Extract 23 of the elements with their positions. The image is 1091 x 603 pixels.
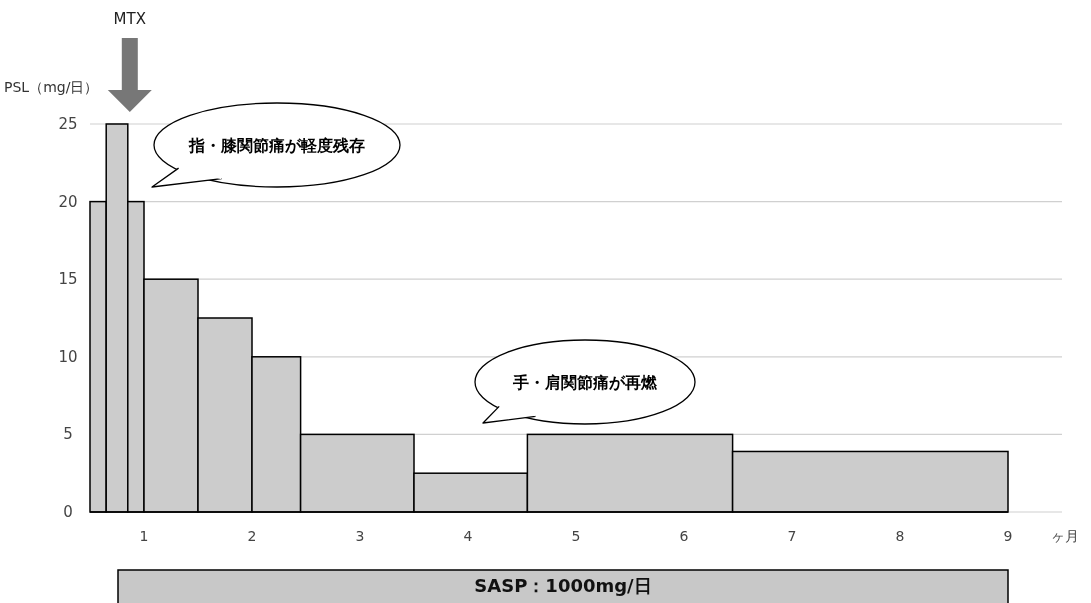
x-tick-label: 5 [571, 528, 581, 544]
x-tick-label: 6 [679, 528, 689, 544]
x-tick-label: 1 [139, 528, 149, 544]
x-tick-label: 3 [355, 528, 365, 544]
x-axis-title: ヶ月 [1051, 528, 1079, 544]
callout: 手・肩関節痛が再燃 [474, 339, 696, 425]
y-tick-label: 10 [58, 347, 78, 366]
y-tick-label: 15 [58, 270, 78, 289]
annotation: 指・膝関節痛が軽度残存 [188, 136, 365, 155]
x-tick-label: 9 [1003, 528, 1013, 544]
y-axis-title: PSL（mg/日） [4, 79, 99, 95]
y-tick-label: 0 [63, 503, 73, 521]
x-tick-label: 8 [895, 528, 905, 544]
text: MTX [113, 10, 146, 28]
y-tick-label: 25 [58, 115, 78, 133]
y-tick-label: 5 [63, 425, 73, 444]
treatment-box: SASP：1000mg/日 [117, 569, 1009, 603]
x-tick-label: 2 [247, 528, 257, 544]
x-tick-label: 4 [463, 528, 473, 544]
y-tick-label: 20 [58, 192, 78, 211]
annotation: 手・肩関節痛が再燃 [512, 373, 658, 392]
x-tick-label: 7 [787, 528, 797, 544]
callout: 指・膝関節痛が軽度残存 [151, 102, 401, 188]
